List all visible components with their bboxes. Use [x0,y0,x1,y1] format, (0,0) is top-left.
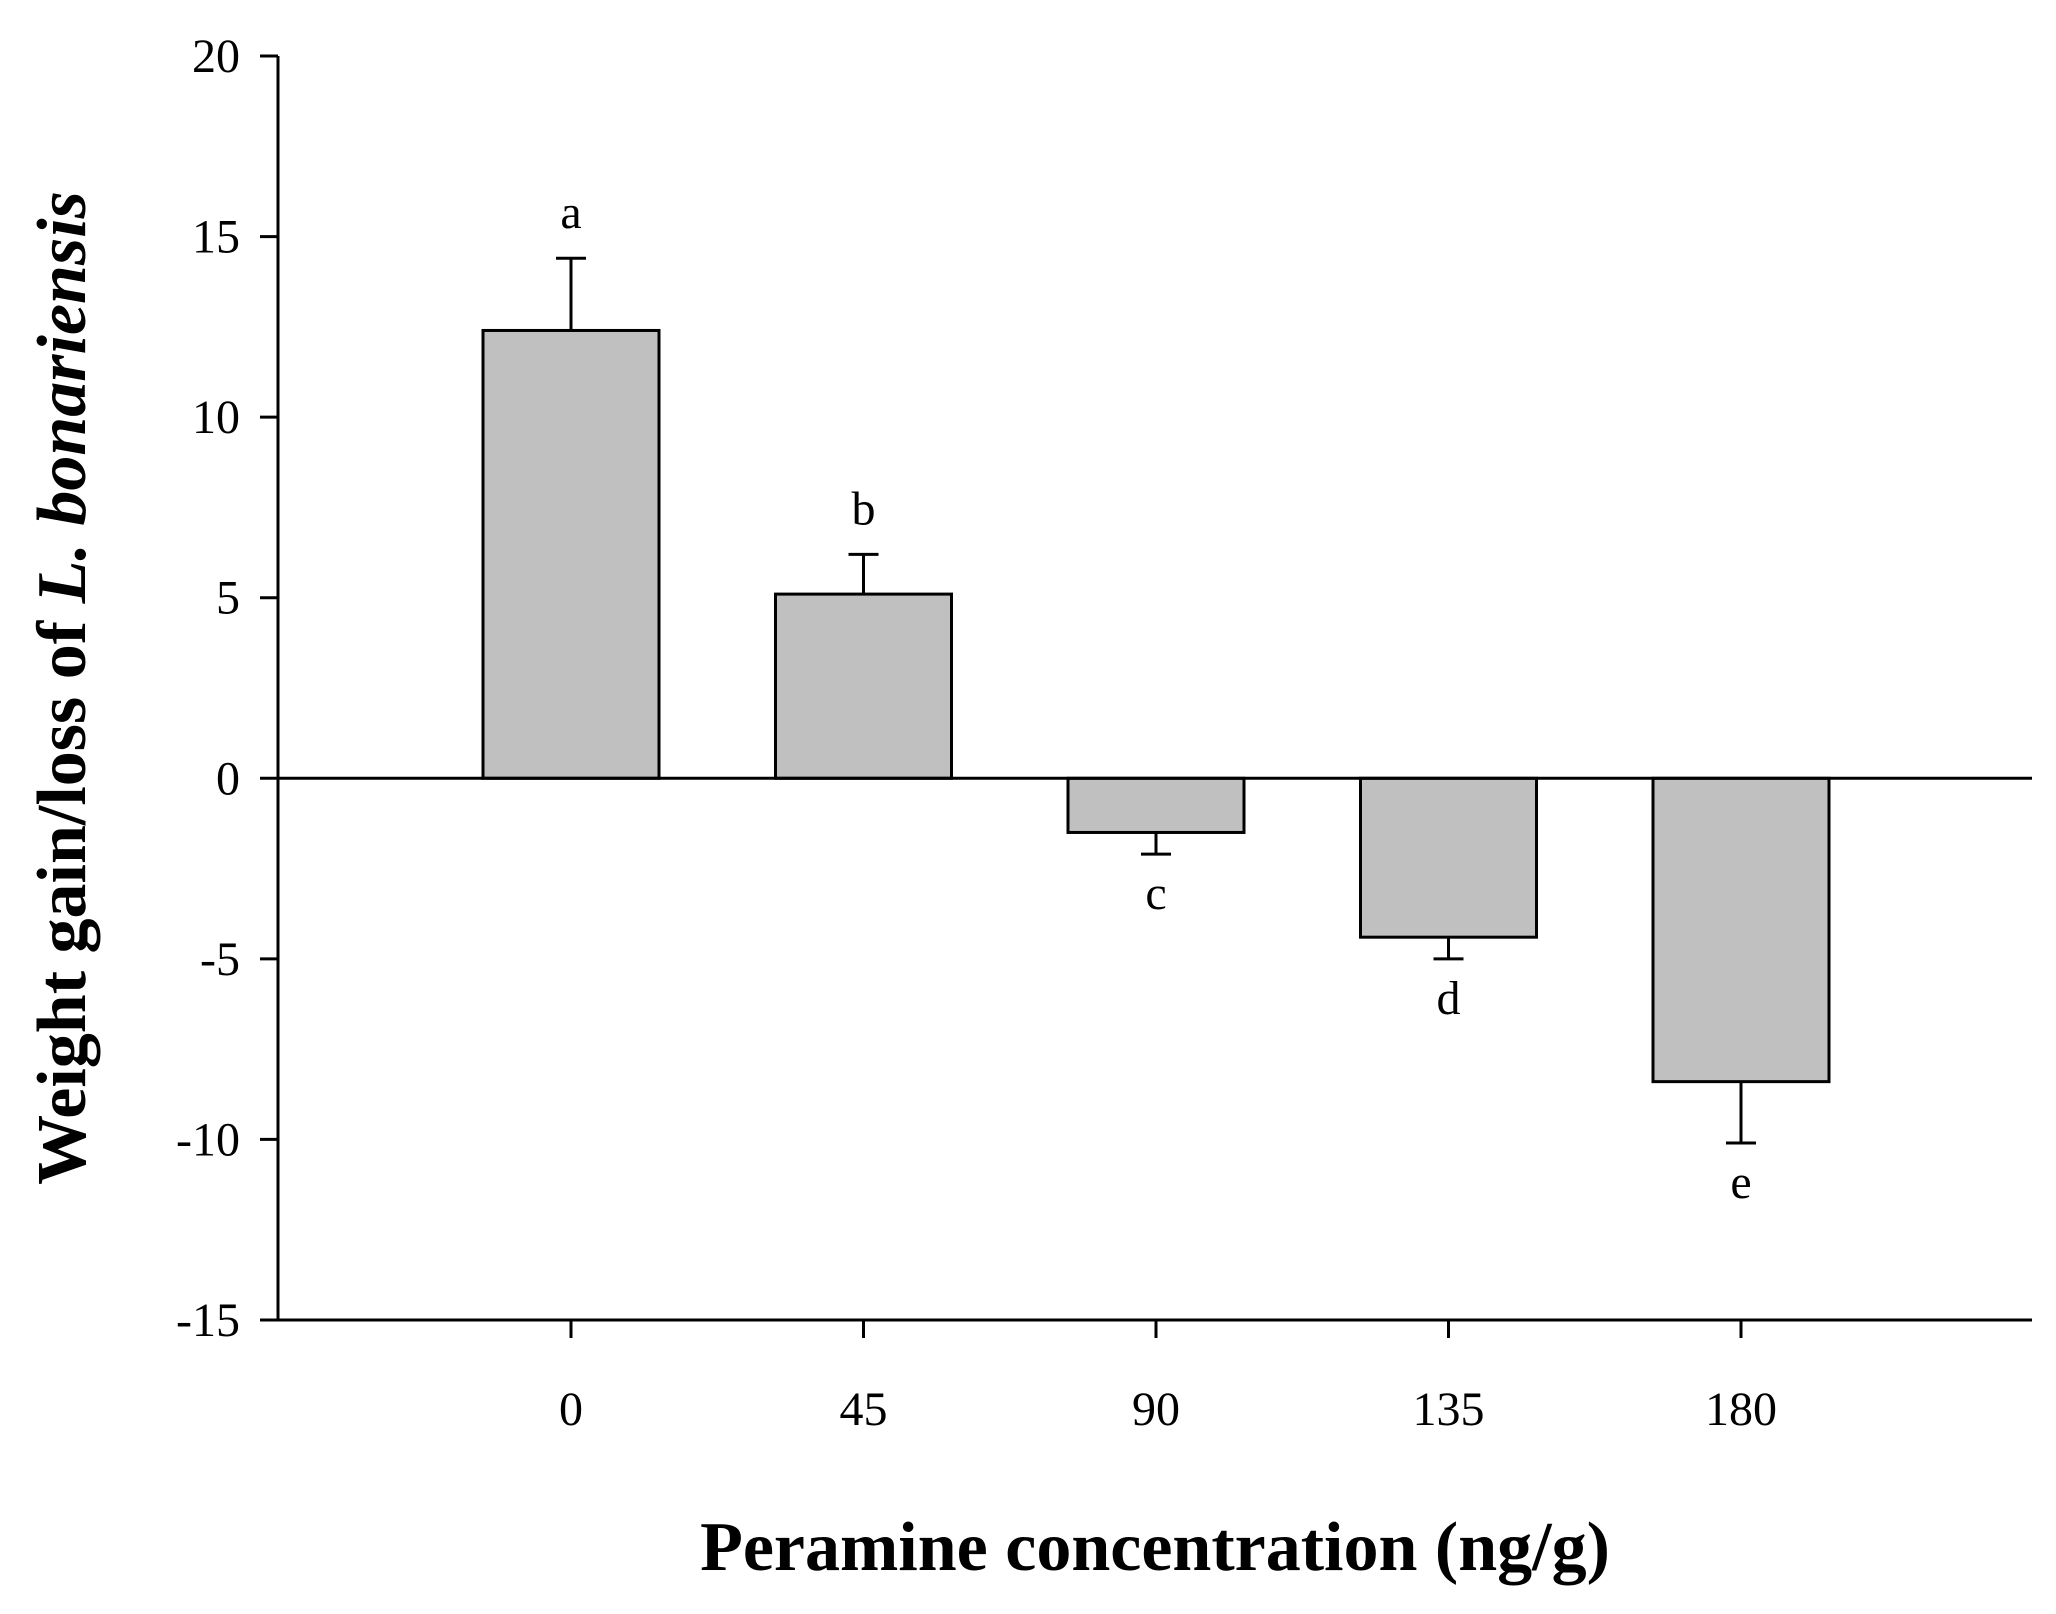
x-axis-title: Peramine concentration (ng/g) [700,1509,1610,1586]
significance-letter: c [1145,867,1166,920]
x-tick-label: 45 [840,1383,888,1436]
bar [1651,776,1831,1084]
bar [774,592,953,780]
x-tick-label: 90 [1132,1383,1180,1436]
significance-letter: d [1437,972,1461,1025]
y-tick-label: 10 [192,391,240,444]
significance-letter: a [560,186,581,239]
y-tick-label: -5 [200,933,240,986]
significance-labels: a b c d e [560,186,1751,1209]
significance-letter: e [1730,1156,1751,1209]
bar [1359,776,1538,939]
bar [1066,776,1246,834]
y-tick-label: -15 [176,1294,240,1347]
x-tick-label: 0 [559,1383,583,1436]
error-bars-group [556,256,1756,1145]
significance-letter: b [852,482,876,535]
y-tick-label: 0 [216,752,240,805]
x-tick-label: 180 [1705,1383,1777,1436]
x-axis-ticks: 0 45 90 135 180 [559,1320,1777,1436]
y-axis-title-species: L. bonariensis [24,191,101,604]
y-axis-title-prefix: Weight gain/loss of [24,603,101,1184]
bar [481,328,661,780]
y-axis-ticks: 20 15 10 5 0 -5 -10 -15 [176,30,278,1347]
bars-group [481,328,1831,1084]
x-tick-label: 135 [1413,1383,1485,1436]
y-tick-label: -10 [176,1113,240,1166]
y-tick-label: 15 [192,211,240,264]
y-tick-label: 20 [192,30,240,83]
y-axis-title: Weight gain/loss of L. bonariensis [24,191,101,1185]
y-tick-label: 5 [216,572,240,625]
